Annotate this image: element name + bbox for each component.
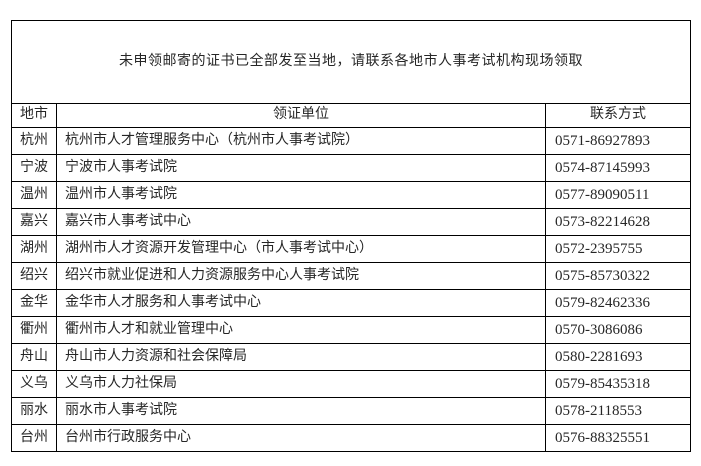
unit-cell: 台州市行政服务中心 (56, 424, 546, 452)
phone-cell: 0578-2118553 (545, 397, 691, 425)
table-body: 杭州 杭州市人才管理服务中心（杭州市人事考试院） 0571-86927893 宁… (11, 127, 691, 452)
column-header-unit: 领证单位 (56, 103, 546, 128)
city-cell: 丽水 (11, 397, 57, 425)
city-cell: 义乌 (11, 370, 57, 398)
city-cell: 杭州 (11, 127, 57, 155)
phone-cell: 0572-2395755 (545, 235, 691, 263)
unit-cell: 金华市人才服务和人事考试中心 (56, 289, 546, 317)
unit-cell: 舟山市人力资源和社会保障局 (56, 343, 546, 371)
column-header-phone: 联系方式 (545, 103, 691, 128)
phone-cell: 0580-2281693 (545, 343, 691, 371)
column-header-city: 地市 (11, 103, 57, 128)
table-row: 嘉兴 嘉兴市人事考试中心 0573-82214628 (11, 208, 691, 236)
city-cell: 温州 (11, 181, 57, 209)
unit-cell: 杭州市人才管理服务中心（杭州市人事考试院） (56, 127, 546, 155)
phone-cell: 0576-88325551 (545, 424, 691, 452)
phone-cell: 0570-3086086 (545, 316, 691, 344)
unit-cell: 温州市人事考试院 (56, 181, 546, 209)
city-cell: 台州 (11, 424, 57, 452)
unit-cell: 嘉兴市人事考试中心 (56, 208, 546, 236)
phone-cell: 0579-85435318 (545, 370, 691, 398)
table-row: 绍兴 绍兴市就业促进和人力资源服务中心人事考试院 0575-85730322 (11, 262, 691, 290)
table-row: 温州 温州市人事考试院 0577-89090511 (11, 181, 691, 209)
city-cell: 绍兴 (11, 262, 57, 290)
unit-cell: 绍兴市就业促进和人力资源服务中心人事考试院 (56, 262, 546, 290)
table-row: 金华 金华市人才服务和人事考试中心 0579-82462336 (11, 289, 691, 317)
table-row: 义乌 义乌市人力社保局 0579-85435318 (11, 370, 691, 398)
phone-cell: 0577-89090511 (545, 181, 691, 209)
phone-cell: 0571-86927893 (545, 127, 691, 155)
certificate-pickup-table: 未申领邮寄的证书已全部发至当地，请联系各地市人事考试机构现场领取 地市 领证单位… (11, 20, 691, 452)
unit-cell: 义乌市人力社保局 (56, 370, 546, 398)
phone-cell: 0579-82462336 (545, 289, 691, 317)
city-cell: 金华 (11, 289, 57, 317)
table-header-row: 地市 领证单位 联系方式 (11, 103, 691, 128)
phone-cell: 0573-82214628 (545, 208, 691, 236)
table-row: 台州 台州市行政服务中心 0576-88325551 (11, 424, 691, 452)
notice-text: 未申领邮寄的证书已全部发至当地，请联系各地市人事考试机构现场领取 (11, 20, 691, 104)
unit-cell: 宁波市人事考试院 (56, 154, 546, 182)
table-row: 宁波 宁波市人事考试院 0574-87145993 (11, 154, 691, 182)
city-cell: 湖州 (11, 235, 57, 263)
city-cell: 宁波 (11, 154, 57, 182)
table-row: 杭州 杭州市人才管理服务中心（杭州市人事考试院） 0571-86927893 (11, 127, 691, 155)
unit-cell: 衢州市人才和就业管理中心 (56, 316, 546, 344)
unit-cell: 湖州市人才资源开发管理中心（市人事考试中心） (56, 235, 546, 263)
table-row: 衢州 衢州市人才和就业管理中心 0570-3086086 (11, 316, 691, 344)
notice-row: 未申领邮寄的证书已全部发至当地，请联系各地市人事考试机构现场领取 (11, 20, 691, 104)
phone-cell: 0575-85730322 (545, 262, 691, 290)
city-cell: 衢州 (11, 316, 57, 344)
city-cell: 舟山 (11, 343, 57, 371)
city-cell: 嘉兴 (11, 208, 57, 236)
table-row: 丽水 丽水市人事考试院 0578-2118553 (11, 397, 691, 425)
unit-cell: 丽水市人事考试院 (56, 397, 546, 425)
phone-cell: 0574-87145993 (545, 154, 691, 182)
table-row: 舟山 舟山市人力资源和社会保障局 0580-2281693 (11, 343, 691, 371)
table-row: 湖州 湖州市人才资源开发管理中心（市人事考试中心） 0572-2395755 (11, 235, 691, 263)
